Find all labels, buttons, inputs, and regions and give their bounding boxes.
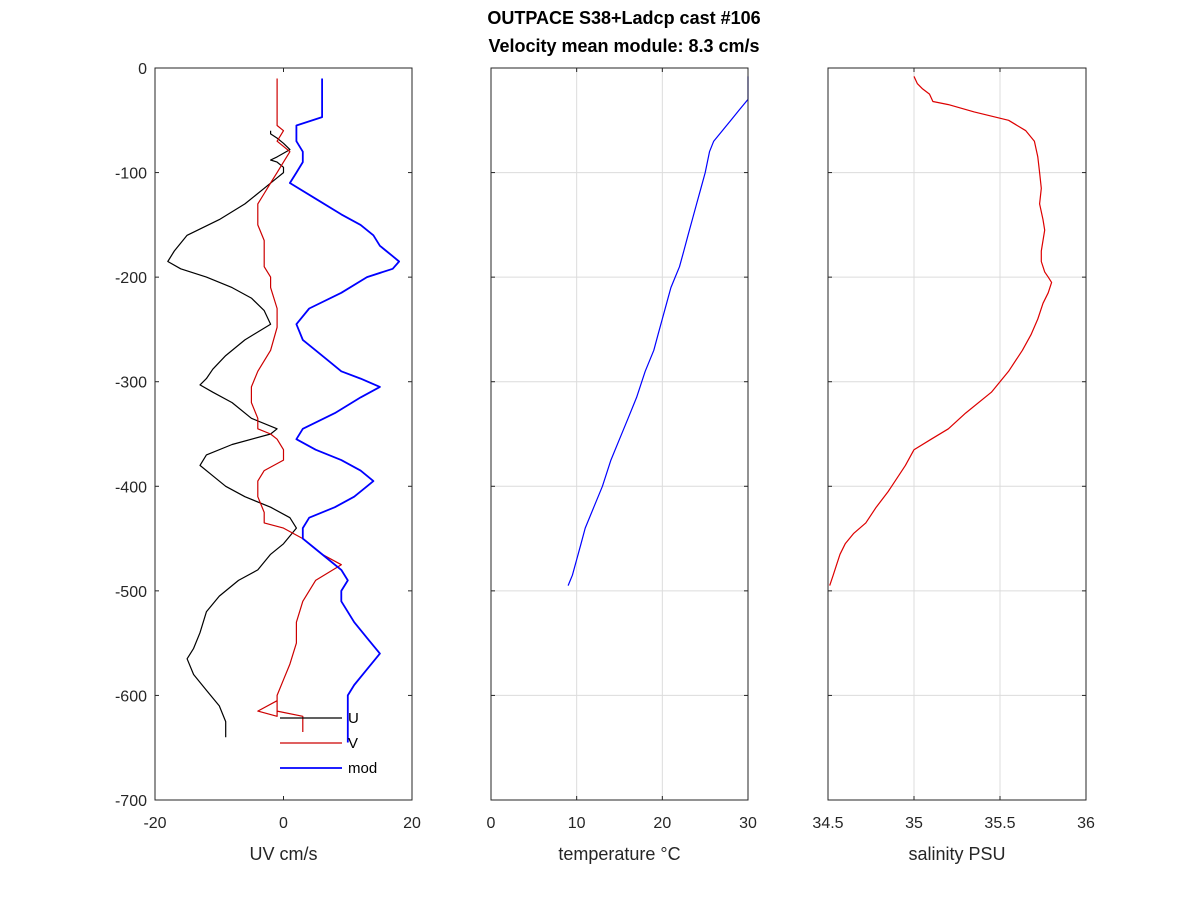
x-tick-label: 30 <box>739 815 757 832</box>
x-tick-label: 36 <box>1077 815 1095 832</box>
axes-box <box>154 67 413 801</box>
y-tick-label: -600 <box>115 688 147 705</box>
panel-2: 0 10 20 30 temperature °C <box>487 67 757 864</box>
x-tick-label: 0 <box>487 815 496 832</box>
series-line <box>567 76 749 586</box>
axes-box <box>490 67 749 801</box>
x-axis-label: UV cm/s <box>249 844 317 864</box>
x-tick-label: 35.5 <box>984 815 1015 832</box>
series-line <box>829 76 1053 586</box>
x-tick-label: 34.5 <box>812 815 843 832</box>
x-axis-label: temperature °C <box>558 844 680 864</box>
y-tick-label: -100 <box>115 166 147 183</box>
x-tick-label: 10 <box>568 815 586 832</box>
figure-title-line-1: OUTPACE S38+Ladcp cast #106 <box>487 8 760 28</box>
x-tick-label: -20 <box>143 815 166 832</box>
series-line-v <box>250 78 342 732</box>
series-line-u <box>167 130 297 738</box>
legend-label: mod <box>348 760 377 777</box>
y-tick-label: -700 <box>115 793 147 810</box>
y-tick-label: 0 <box>138 61 147 78</box>
series-line-mod <box>288 78 401 743</box>
y-tick-label: -300 <box>115 375 147 392</box>
y-tick-label: -200 <box>115 270 147 287</box>
legend-label: V <box>348 735 358 752</box>
x-axis-label: salinity PSU <box>908 844 1005 864</box>
legend-label: U <box>348 710 359 727</box>
x-tick-label: 0 <box>279 815 288 832</box>
y-tick-label: -500 <box>115 584 147 601</box>
x-tick-label: 20 <box>653 815 671 832</box>
figure-title-line-2: Velocity mean module: 8.3 cm/s <box>488 36 759 56</box>
panel-3: 34.5 35 35.5 36 salinity PSU <box>812 67 1095 864</box>
y-tick-label: -400 <box>115 479 147 496</box>
axes-box <box>827 67 1087 801</box>
x-tick-label: 35 <box>905 815 923 832</box>
x-tick-label: 20 <box>403 815 421 832</box>
